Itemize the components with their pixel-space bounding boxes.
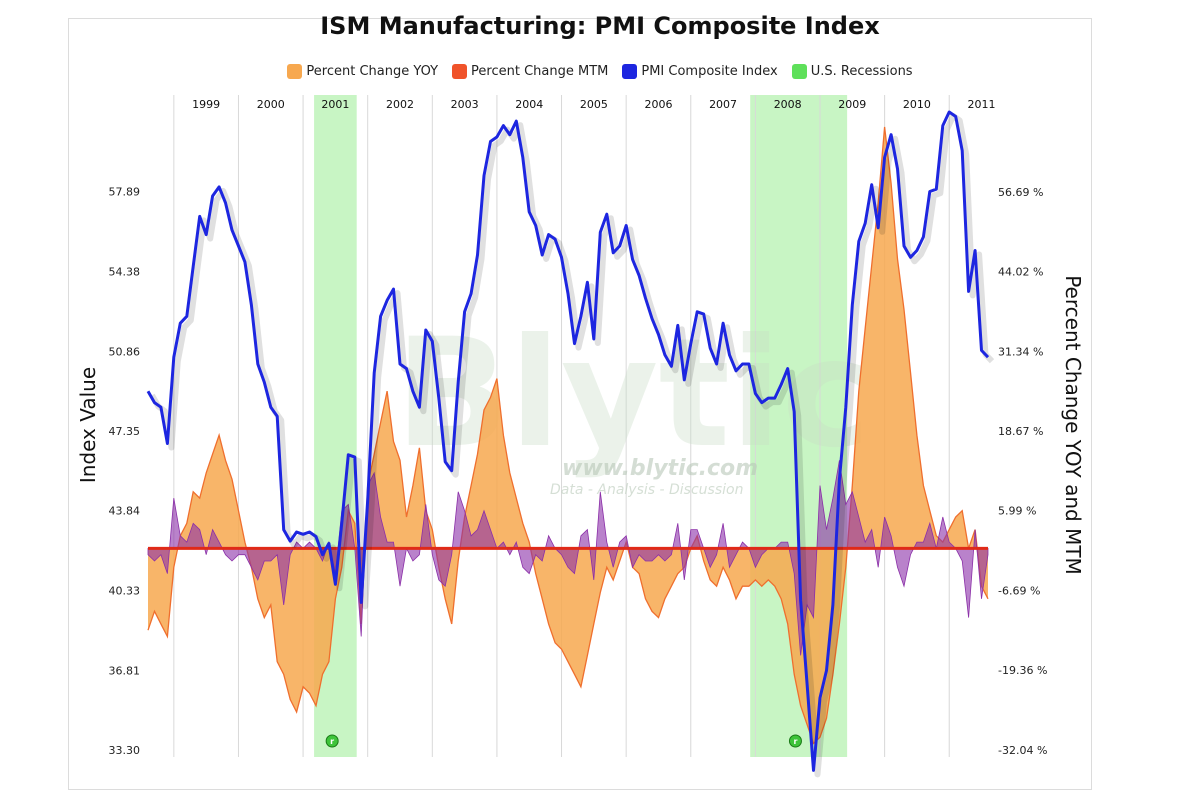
watermark-tagline: Data - Analysis - Discussion: [550, 482, 743, 498]
y-right-tick-label: 31.34 %: [998, 345, 1043, 358]
x-year-label: 1999: [192, 98, 220, 111]
x-year-label: 2005: [580, 98, 608, 111]
y-left-tick-label: 43.84: [109, 505, 141, 518]
legend-item-yoy[interactable]: Percent Change YOY: [287, 64, 438, 79]
x-year-label: 2006: [644, 98, 672, 111]
y-left-tick-label: 47.35: [109, 425, 141, 438]
legend-item-pmi[interactable]: PMI Composite Index: [622, 64, 778, 79]
legend-label-mtm: Percent Change MTM: [471, 64, 609, 79]
chart-title: ISM Manufacturing: PMI Composite Index: [320, 12, 880, 40]
x-year-label: 2003: [451, 98, 479, 111]
y-left-tick-label: 57.89: [109, 186, 141, 199]
recession-marker-label: r: [330, 737, 334, 746]
yoy-area: [148, 126, 988, 744]
pmi-line: [146, 110, 990, 772]
x-year-label: 2000: [257, 98, 285, 111]
x-year-label: 2008: [774, 98, 802, 111]
y-left-tick-label: 50.86: [109, 345, 141, 358]
legend-swatch-yoy: [287, 64, 303, 79]
y-right-tick-label: 56.69 %: [998, 186, 1043, 199]
recession-marker: [325, 734, 339, 748]
x-year-label: 2009: [838, 98, 866, 111]
pmi-shadow: [149, 113, 995, 778]
legend-swatch-pmi: [622, 64, 638, 79]
x-year-label: 2011: [968, 98, 996, 111]
y-left-tick-label: 33.30: [109, 744, 141, 757]
watermark-url: www.blytic.com: [562, 456, 758, 481]
series-mtm: [147, 460, 989, 656]
series-pmi: [146, 110, 995, 778]
y-right-tick-label: 5.99 %: [998, 505, 1036, 518]
y-axis-left-title: Index Value: [76, 367, 100, 483]
y-left-tick-label: 36.81: [109, 664, 141, 677]
legend-label-pmi: PMI Composite Index: [641, 64, 778, 79]
legend-item-recessions[interactable]: U.S. Recessions: [791, 64, 913, 79]
x-year-label: 2001: [321, 98, 349, 111]
legend-label-recessions: U.S. Recessions: [810, 64, 913, 79]
recession-marker: [788, 734, 802, 748]
y-axis-right: 56.69 % 44.02 % 31.34 % 18.67 % 5.99 % -6.69 …: [998, 186, 1047, 757]
y-right-tick-label: -6.69 %: [998, 585, 1040, 598]
mtm-area: [147, 460, 989, 656]
x-year-label: 2010: [903, 98, 931, 111]
y-right-tick-label: -19.36 %: [998, 664, 1047, 677]
legend-item-mtm[interactable]: Percent Change MTM: [452, 64, 608, 79]
y-right-tick-label: -32.04 %: [998, 744, 1047, 757]
legend-label-yoy: Percent Change YOY: [306, 64, 439, 79]
y-axis-right-title: Percent Change YOY and MTM: [1061, 275, 1085, 575]
chart-legend: Percent Change YOY Percent Change MTM PM…: [0, 64, 1200, 79]
legend-swatch-mtm: [452, 64, 468, 79]
y-left-tick-label: 40.33: [109, 584, 141, 597]
y-left-tick-label: 54.38: [109, 265, 141, 278]
x-axis-years: 1999 2000 2001 2002 2003 2004 2005 2006 2007 2008…: [192, 98, 995, 111]
x-year-label: 2007: [709, 98, 737, 111]
recession-marker-label: r: [793, 737, 797, 746]
y-right-tick-label: 44.02 %: [998, 265, 1043, 278]
legend-swatch-recessions: [791, 64, 807, 79]
y-axis-left: 57.89 54.38 50.86 47.35 43.84 40.33 36.81 33.30: [109, 186, 141, 757]
x-year-label: 2002: [386, 98, 414, 111]
x-year-label: 2004: [515, 98, 543, 111]
y-right-tick-label: 18.67 %: [998, 425, 1043, 438]
